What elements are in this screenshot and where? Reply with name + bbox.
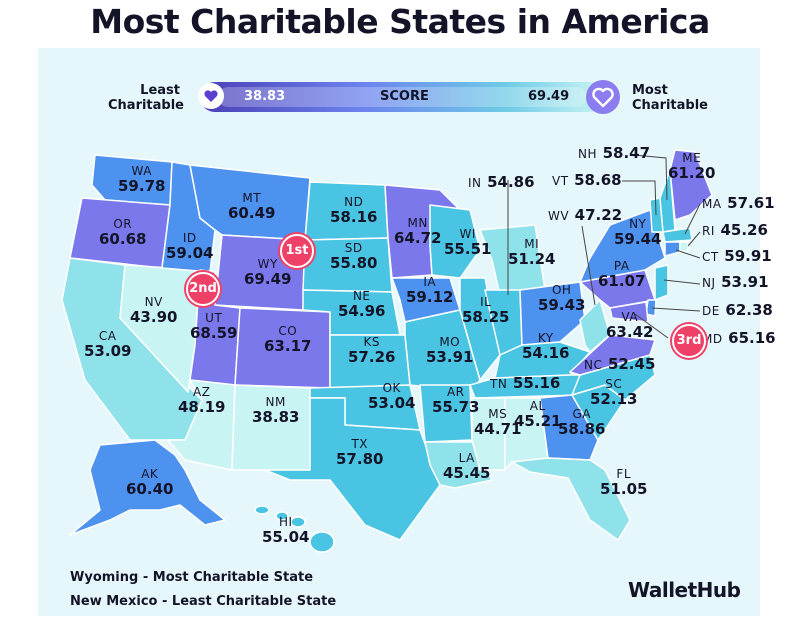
leader-MD <box>634 313 669 339</box>
leader-VT <box>622 180 657 216</box>
heart-large-icon <box>586 80 620 114</box>
state-shape-WV <box>579 299 611 353</box>
state-label-AK: AK 60.40 <box>126 467 174 498</box>
state-label-NJ: NJ 53.91 <box>702 273 769 291</box>
state-shape-RI <box>679 241 689 253</box>
state-label-SC: SC 52.13 <box>590 377 638 408</box>
rank-badge-second: 2nd <box>186 272 220 306</box>
state-shape-MA <box>662 227 693 243</box>
leader-NH <box>633 154 668 201</box>
state-label-CT: CT 59.91 <box>702 247 772 265</box>
state-shape-OH <box>519 281 586 346</box>
state-label-VT: VT 58.68 <box>552 171 622 189</box>
state-label-UT: UT 68.59 <box>190 311 238 342</box>
state-label-OR: OR 60.68 <box>99 217 147 248</box>
legend-max-value: 69.49 <box>528 89 570 104</box>
state-label-MT: MT 60.49 <box>228 191 276 222</box>
state-label-WA: WA 59.78 <box>118 164 166 195</box>
state-shape-TX <box>264 397 441 541</box>
state-label-IA: IA 59.12 <box>406 275 454 306</box>
leader-DE <box>651 307 701 312</box>
state-label-WY: WY 69.49 <box>244 257 292 288</box>
state-label-WI: WI 55.51 <box>444 227 492 258</box>
state-label-NC: NC 52.45 <box>584 355 656 373</box>
state-label-NH: NH 58.47 <box>578 144 651 162</box>
legend-min-value: 38.83 <box>244 89 286 104</box>
state-label-TX: TX 57.80 <box>336 437 384 468</box>
state-label-ME: ME 61.20 <box>668 151 716 182</box>
state-label-VA: VA 63.42 <box>606 310 654 341</box>
rank-badge-first: 1st <box>280 234 314 268</box>
state-label-LA: LA 45.45 <box>443 451 491 482</box>
state-label-IL: IL 58.25 <box>462 295 510 326</box>
state-shape-HI <box>254 505 335 553</box>
state-label-SD: SD 55.80 <box>330 241 378 272</box>
state-label-MI: MI 51.24 <box>508 237 556 268</box>
leader-WV <box>581 225 596 306</box>
state-label-AL: AL 45.21 <box>514 399 562 430</box>
state-shape-GA <box>539 394 599 461</box>
state-label-MA: MA 57.61 <box>702 194 775 212</box>
leader-MA <box>684 203 701 235</box>
least-charitable-label: Least Charitable <box>108 83 185 113</box>
state-shape-NY <box>579 209 666 283</box>
state-label-NE: NE 54.96 <box>338 289 386 320</box>
state-label-FL: FL 51.05 <box>600 467 648 498</box>
state-shape-CT <box>664 241 681 257</box>
state-shape-MS <box>471 397 506 471</box>
state-label-CA: CA 53.09 <box>84 329 132 360</box>
state-label-PA: PA 61.07 <box>598 259 646 290</box>
state-label-NY: NY 59.44 <box>614 217 662 248</box>
leader-CT <box>675 249 701 259</box>
state-label-NV: NV 43.90 <box>130 295 178 326</box>
state-label-RI: RI 45.26 <box>702 221 768 239</box>
state-label-KS: KS 57.26 <box>348 335 396 366</box>
state-label-IN: IN 54.86 <box>468 173 535 191</box>
state-label-ID: ID 59.04 <box>166 231 214 262</box>
legend-score-label: SCORE <box>380 89 429 104</box>
state-shape-ME <box>669 149 713 221</box>
state-label-TN: TN 55.16 <box>490 374 561 392</box>
state-shape-FL <box>511 457 631 541</box>
rank-badge-third: 3rd <box>672 324 706 358</box>
state-label-OK: OK 53.04 <box>368 381 416 412</box>
score-legend-bar: 38.83 SCORE 69.49 <box>200 82 605 112</box>
state-label-MO: MO 53.91 <box>426 335 474 366</box>
state-label-MN: MN 64.72 <box>394 216 442 247</box>
state-label-KY: KY 54.16 <box>522 331 570 362</box>
state-label-MD: MD 65.16 <box>702 329 776 347</box>
state-label-WV: WV 47.22 <box>548 206 623 224</box>
heart-small-icon <box>198 83 224 109</box>
footer-most-charitable: Wyoming - Most Charitable State <box>70 570 314 585</box>
state-shape-NJ <box>654 264 669 301</box>
state-label-AZ: AZ 48.19 <box>178 385 226 416</box>
state-label-ND: ND 58.16 <box>330 195 378 226</box>
page-title: Most Charitable States in America <box>90 2 710 41</box>
leader-NJ <box>663 279 701 285</box>
state-label-HI: HI 55.04 <box>262 515 310 546</box>
state-label-DE: DE 62.38 <box>702 301 773 319</box>
leader-RI <box>687 231 701 247</box>
state-shape-AK <box>69 439 226 536</box>
wallethub-logo: WalletHub <box>628 578 741 602</box>
most-charitable-label: Most Charitable <box>632 83 709 113</box>
state-label-AR: AR 55.73 <box>432 385 480 416</box>
footer-least-charitable: New Mexico - Least Charitable State <box>70 594 337 609</box>
state-label-NM: NM 38.83 <box>252 395 300 426</box>
state-label-OH: OH 59.43 <box>538 283 586 314</box>
state-shape-IL <box>459 277 501 381</box>
state-label-MS: MS 44.71 <box>474 407 522 438</box>
state-label-CO: CO 63.17 <box>264 324 312 355</box>
state-label-GA: GA 58.86 <box>558 407 606 438</box>
